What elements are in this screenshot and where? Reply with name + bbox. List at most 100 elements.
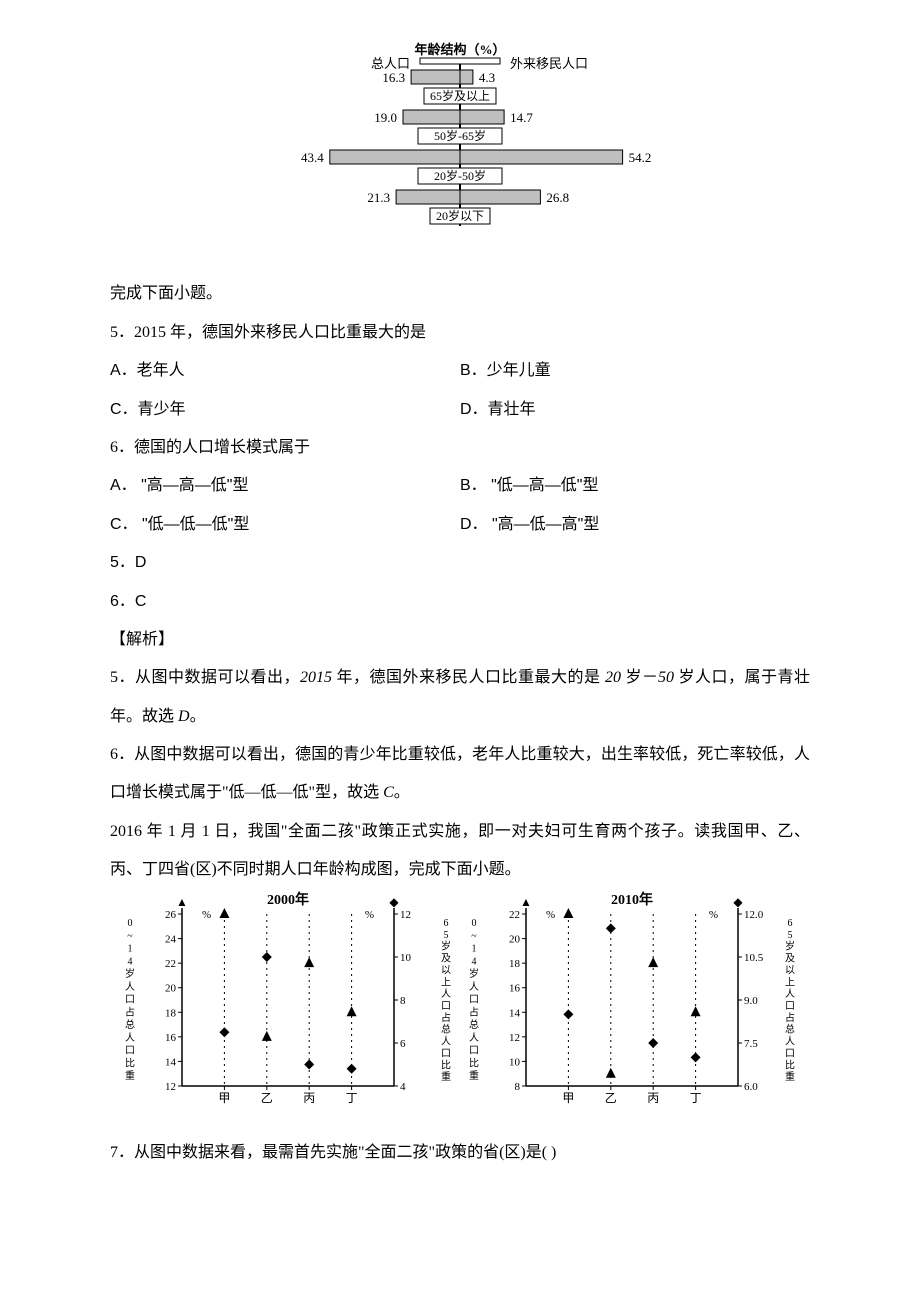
- svg-text:甲: 甲: [218, 1091, 230, 1105]
- svg-text:乙: 乙: [261, 1091, 273, 1105]
- svg-text:20: 20: [509, 933, 521, 945]
- svg-text:7.5: 7.5: [744, 1038, 758, 1050]
- svg-text:及: 及: [441, 952, 451, 964]
- svg-text:人: 人: [441, 1035, 451, 1047]
- svg-text:占: 占: [125, 1005, 135, 1018]
- svg-text:总: 总: [125, 1018, 135, 1031]
- svg-text:%: %: [365, 909, 374, 921]
- svg-text:14.7: 14.7: [510, 110, 533, 125]
- svg-text:▲: ▲: [520, 895, 532, 909]
- explain6-c: 。: [394, 784, 410, 801]
- svg-text:6.0: 6.0: [744, 1081, 758, 1093]
- svg-text:26.8: 26.8: [546, 190, 569, 205]
- svg-text:18: 18: [509, 958, 521, 970]
- svg-text:2010年: 2010年: [611, 891, 653, 908]
- svg-text:岁: 岁: [125, 967, 135, 980]
- explain-5: 5．从图中数据可以看出，2015 年，德国外来移民人口比重最大的是 20 岁－5…: [110, 659, 810, 736]
- prompt-complete: 完成下面小题。: [110, 275, 810, 313]
- explain5-c: 年，德国外来移民人口比重最大的是: [332, 669, 605, 686]
- explain5-D: D: [178, 708, 190, 725]
- svg-text:外来移民人口: 外来移民人口: [510, 56, 588, 71]
- svg-text:以: 以: [785, 965, 795, 976]
- barchart-svg: 年龄结构（%）总人口外来移民人口16.34.365岁及以上19.014.750岁…: [250, 40, 670, 240]
- svg-text:6: 6: [400, 1038, 406, 1050]
- svg-text:口: 口: [125, 994, 135, 1005]
- svg-text:16: 16: [165, 1031, 177, 1043]
- svg-text:14: 14: [165, 1056, 177, 1068]
- q6-opt-b: B． "低—高—低"型: [460, 467, 810, 505]
- svg-text:总: 总: [441, 1022, 451, 1035]
- svg-text:口: 口: [785, 1048, 795, 1059]
- explain5-2015: 2015: [300, 669, 332, 686]
- svg-text:口: 口: [785, 1001, 795, 1012]
- svg-text:24: 24: [165, 933, 177, 945]
- svg-text:6: 6: [444, 918, 449, 929]
- svg-text:26: 26: [165, 909, 177, 921]
- svg-text:10.5: 10.5: [744, 952, 764, 964]
- answer-5: 5．D: [110, 544, 810, 582]
- svg-text:5: 5: [788, 929, 793, 940]
- svg-text:%: %: [709, 909, 718, 921]
- q5-opt-b: B．少年儿童: [460, 352, 810, 390]
- svg-text:人: 人: [785, 988, 795, 1000]
- svg-text:4: 4: [400, 1081, 406, 1093]
- explain5-a: 5．从图中数据可以看出，: [110, 669, 300, 686]
- svg-text:~: ~: [471, 930, 477, 941]
- svg-text:占: 占: [441, 1010, 451, 1023]
- svg-text:20岁以下: 20岁以下: [436, 208, 484, 223]
- svg-text:2000年: 2000年: [267, 891, 309, 908]
- svg-text:比: 比: [125, 1057, 135, 1069]
- svg-text:丙: 丙: [303, 1091, 315, 1105]
- svg-text:22: 22: [165, 958, 176, 970]
- svg-text:人: 人: [469, 1032, 479, 1044]
- svg-text:21.3: 21.3: [367, 190, 390, 205]
- q6-options-row1: A． "高—高—低"型 B． "低—高—低"型: [110, 467, 810, 505]
- svg-text:43.4: 43.4: [301, 150, 324, 165]
- svg-text:◆: ◆: [389, 895, 399, 909]
- svg-text:20岁-50岁: 20岁-50岁: [434, 168, 486, 183]
- svg-text:16.3: 16.3: [382, 70, 405, 85]
- explain5-e: 岁－: [621, 669, 658, 686]
- q6-opt-a: A． "高—高—低"型: [110, 467, 460, 505]
- svg-text:口: 口: [125, 1045, 135, 1056]
- svg-text:人: 人: [125, 980, 135, 992]
- svg-text:10: 10: [509, 1056, 521, 1068]
- svg-text:占: 占: [785, 1010, 795, 1023]
- svg-text:乙: 乙: [605, 1091, 617, 1105]
- q5-stem: 5．2015 年，德国外来移民人口比重最大的是: [110, 314, 810, 352]
- svg-text:10: 10: [400, 952, 412, 964]
- svg-text:口: 口: [441, 1048, 451, 1059]
- dotchart-panels: 2000年▲%◆%121416182022242646810120~14岁人口占…: [110, 890, 810, 1114]
- two-child-intro: 2016 年 1 月 1 日，我国"全面二孩"政策正式实施，即一对夫妇可生育两个…: [110, 813, 810, 890]
- q5-options-row1: A．老年人 B．少年儿童: [110, 352, 810, 390]
- svg-text:65岁及以上: 65岁及以上: [430, 88, 490, 103]
- svg-text:%: %: [546, 909, 555, 921]
- svg-text:丁: 丁: [346, 1091, 358, 1105]
- svg-text:1: 1: [472, 943, 477, 954]
- svg-text:重: 重: [125, 1069, 135, 1082]
- q5-opt-c: C．青少年: [110, 391, 460, 429]
- svg-text:丙: 丙: [647, 1091, 659, 1105]
- svg-text:50岁-65岁: 50岁-65岁: [434, 128, 486, 143]
- svg-text:岁: 岁: [441, 939, 451, 952]
- explain6-a: 6．从图中数据可以看出，德国的青少年比重较低，老年人比重较大，出生率较低，死亡率…: [110, 746, 810, 801]
- svg-text:岁: 岁: [785, 939, 795, 952]
- svg-text:▲: ▲: [176, 895, 188, 909]
- svg-text:总人口: 总人口: [371, 56, 410, 71]
- svg-text:重: 重: [785, 1070, 795, 1083]
- dotchart-2010: 2010年▲%◆%8101214161820226.07.59.010.512.…: [462, 890, 802, 1110]
- svg-text:5: 5: [444, 929, 449, 940]
- svg-text:人: 人: [469, 980, 479, 992]
- svg-text:~: ~: [127, 930, 133, 941]
- svg-text:口: 口: [469, 1045, 479, 1056]
- svg-text:人: 人: [441, 988, 451, 1000]
- dotchart-2000: 2000年▲%◆%121416182022242646810120~14岁人口占…: [118, 890, 458, 1110]
- svg-text:4: 4: [128, 956, 133, 967]
- q6-stem: 6．德国的人口增长模式属于: [110, 429, 810, 467]
- q7-stem: 7．从图中数据来看，最需首先实施"全面二孩"政策的省(区)是( ): [110, 1134, 810, 1172]
- svg-text:◆: ◆: [733, 895, 743, 909]
- svg-text:岁: 岁: [469, 967, 479, 980]
- svg-text:人: 人: [785, 1035, 795, 1047]
- answer-6: 6．C: [110, 583, 810, 621]
- svg-text:54.2: 54.2: [629, 150, 652, 165]
